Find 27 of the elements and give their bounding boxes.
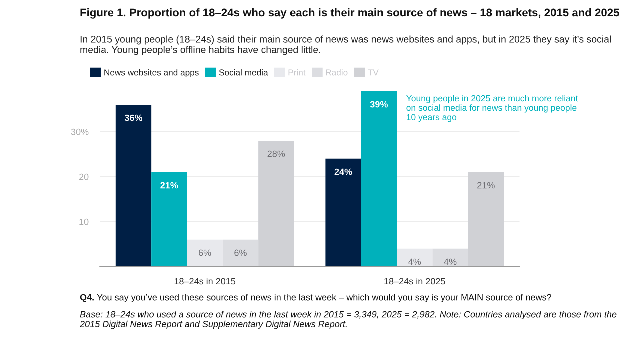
text: 24% xyxy=(334,168,352,176)
y-tick-label: 10 xyxy=(80,218,89,226)
text: 4% xyxy=(408,258,422,266)
y-tick-label: 30% xyxy=(71,128,89,136)
text: Q4. xyxy=(80,294,94,302)
text: 21% xyxy=(160,182,178,189)
bar xyxy=(116,104,152,267)
x-tick-label: 18–24s in 2015 xyxy=(174,278,236,285)
bar xyxy=(326,158,362,267)
text: 6% xyxy=(234,250,247,256)
text: You say you’ve used these sources of news in the last week – which would you say is your MAIN source of news? xyxy=(97,294,552,303)
bar xyxy=(361,91,398,267)
text: Base: 18–24s who used a source of news in the last week in 2015 = 3,349, 2025 = 2,982. Note: Countries analysed are those from the 2015 Digital News Report and Supplementary Digital News Report. xyxy=(80,311,617,330)
text: 6% xyxy=(199,250,212,256)
legend-label: News websites and apps xyxy=(104,69,199,78)
chart-title: Figure 1. Proportion of 18–24s who say each is their main source of news – 18 markets, 2015 and 2025 xyxy=(80,8,620,19)
y-tick-label: 20 xyxy=(79,174,89,180)
text: 4% xyxy=(444,258,457,266)
annotation: Young people in 2025 are much more reliant on social media for news than young people 10 years ago xyxy=(406,95,578,122)
text: 21% xyxy=(478,182,495,189)
text: 36% xyxy=(124,114,143,122)
text: 28% xyxy=(268,150,286,158)
chart-subtitle: In 2015 young people (18–24s) said their main source of news was news websites and apps, but in 2025 they say it’s social media. Young people’s offline habits have changed little. xyxy=(80,36,611,56)
legend-label: Social media xyxy=(219,69,268,76)
bar xyxy=(152,172,188,267)
x-tick-label: 18–24s in 2025 xyxy=(384,278,446,285)
text: 39% xyxy=(370,101,388,108)
